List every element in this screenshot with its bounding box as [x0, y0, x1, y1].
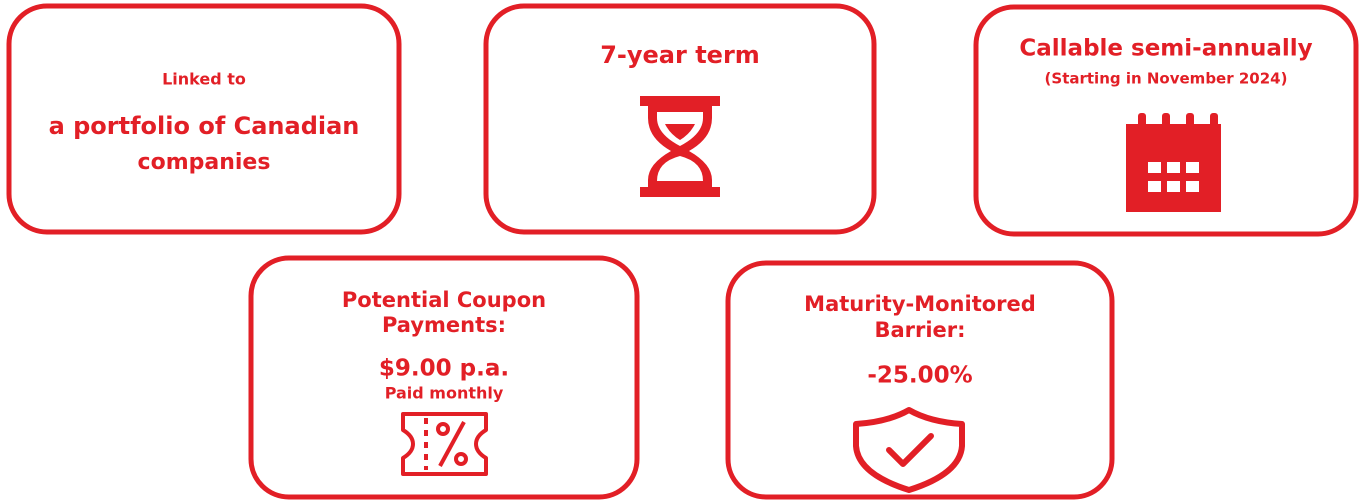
shield-icon	[853, 407, 965, 493]
card-text: 7-year term	[600, 41, 760, 69]
card	[725, 260, 1115, 500]
card-text: Linked to	[162, 70, 246, 89]
hourglass-icon	[640, 96, 720, 197]
card-text: Paid monthly	[385, 384, 504, 403]
card	[248, 255, 640, 500]
card-text: Potential Coupon	[342, 288, 546, 312]
card-text: Barrier:	[874, 318, 965, 342]
card-text: Payments:	[382, 313, 506, 337]
card-text: Callable semi-annually	[1019, 36, 1312, 62]
card-text: companies	[138, 150, 271, 175]
card-text: $9.00 p.a.	[379, 356, 509, 382]
ticket-icon	[401, 412, 488, 476]
card	[483, 3, 877, 235]
card-text: a portfolio of Canadian	[49, 112, 360, 140]
card-text: -25.00%	[867, 363, 972, 389]
card	[6, 3, 402, 235]
calendar-icon	[1126, 113, 1221, 212]
card-text: Maturity-Monitored	[804, 292, 1036, 316]
card-text: (Starting in November 2024)	[1045, 70, 1288, 88]
